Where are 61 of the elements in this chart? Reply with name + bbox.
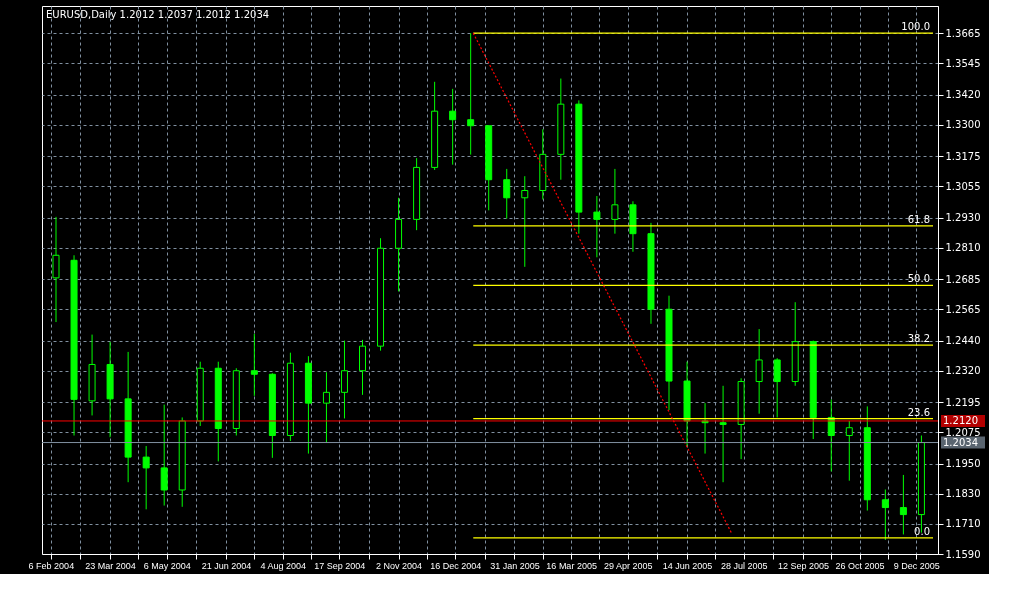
- x-tick-label: 4 Aug 2004: [260, 560, 306, 571]
- x-tick-label: 21 Jun 2004: [201, 560, 252, 571]
- y-tick-label: 1.3665: [945, 27, 981, 39]
- candlestick: [322, 371, 330, 444]
- x-tick-label: 16 Mar 2005: [546, 560, 597, 571]
- candlestick: [142, 445, 150, 510]
- x-tick-label: 16 Dec 2004: [430, 560, 482, 571]
- series-label: 50.0: [907, 273, 930, 285]
- candlestick: [449, 88, 457, 166]
- x-tick-label: 28 Jul 2005: [720, 560, 768, 571]
- candlestick: [611, 168, 619, 235]
- x-tick-label: 31 Jan 2005: [490, 560, 540, 571]
- candlestick: [250, 333, 258, 397]
- x-tick-label: 12 Sep 2005: [777, 560, 829, 571]
- chart-title: EURUSD,Daily 1.2012 1.2037 1.2012 1.2034: [46, 9, 270, 20]
- candlestick: [521, 175, 529, 268]
- y-tick-label: 1.3175: [945, 150, 981, 162]
- x-tick-label: 2 Nov 2004: [376, 560, 423, 571]
- y-tick-label: 1.3420: [945, 89, 981, 101]
- y-tick-label: 1.2195: [945, 396, 981, 408]
- y-tick-label: 1.1950: [945, 458, 981, 470]
- x-tick-label: 23 Mar 2004: [85, 560, 136, 571]
- series-label: 23.6: [907, 406, 930, 418]
- series-label: 0.0: [914, 525, 930, 537]
- ref-line-label: 1.2034: [943, 436, 978, 448]
- candlestick: [773, 357, 781, 418]
- y-tick-label: 1.2685: [945, 273, 981, 285]
- x-tick-label: 9 Dec 2005: [893, 560, 940, 571]
- candlestick: [755, 328, 763, 415]
- candlestick: [719, 385, 727, 483]
- y-tick-label: 1.1590: [945, 548, 981, 560]
- y-tick-label: 1.2565: [945, 303, 981, 315]
- candlestick: [340, 340, 348, 419]
- candlestick: [503, 168, 511, 220]
- y-tick-label: 1.2930: [945, 212, 981, 224]
- y-tick-label: 1.3300: [945, 119, 981, 131]
- x-tick-label: 17 Sep 2004: [314, 560, 366, 571]
- candlestick: [52, 216, 60, 323]
- ref-line-label: 1.2120: [943, 414, 978, 426]
- candlestick: [160, 404, 168, 507]
- x-tick-label: 6 Feb 2004: [28, 560, 75, 571]
- series-label: 100.0: [901, 21, 930, 33]
- series-label: 61.8: [907, 213, 930, 225]
- y-tick-label: 1.2440: [945, 335, 981, 347]
- candlestick: [467, 32, 475, 156]
- x-tick-label: 6 May 2004: [143, 560, 191, 571]
- candlestick: [881, 488, 889, 541]
- candlestick: [899, 474, 907, 535]
- y-tick-label: 1.2075: [945, 426, 981, 438]
- candlestick: [845, 420, 853, 482]
- y-tick-label: 1.1830: [945, 488, 981, 500]
- y-tick-label: 1.3055: [945, 180, 981, 192]
- x-tick-label: 29 Apr 2005: [604, 560, 653, 571]
- candlestick: [593, 195, 601, 258]
- series-label: 38.2: [907, 333, 930, 345]
- y-tick-label: 1.2810: [945, 242, 981, 254]
- x-tick-label: 26 Oct 2005: [835, 560, 885, 571]
- y-tick-label: 1.1710: [945, 518, 981, 530]
- y-tick-label: 1.2320: [945, 365, 981, 377]
- y-tick-label: 1.3545: [945, 57, 981, 69]
- x-tick-label: 14 Jun 2005: [662, 560, 713, 571]
